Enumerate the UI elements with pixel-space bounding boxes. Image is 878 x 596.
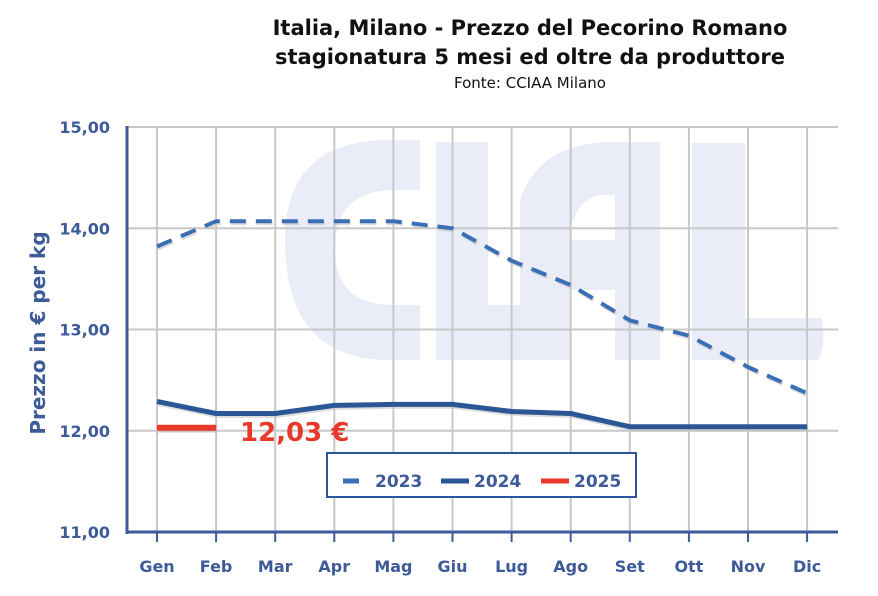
y-tick-label: 11,00 (59, 523, 110, 542)
watermark-letter-c (285, 140, 420, 360)
y-tick-label: 14,00 (59, 219, 110, 238)
legend-label-2025: 2025 (574, 472, 621, 492)
x-tick-label: Apr (318, 557, 350, 576)
chart-subtitle: Fonte: CCIAA Milano (454, 74, 606, 92)
x-tick-label: Ago (553, 557, 588, 576)
x-tick-label: Dic (793, 557, 821, 576)
legend-label-2023: 2023 (375, 472, 422, 492)
chart-title-block: Italia, Milano - Prezzo del Pecorino Rom… (220, 14, 840, 93)
chart-title-line2: stagionatura 5 mesi ed oltre da produtto… (275, 45, 785, 69)
y-tick-label: 15,00 (59, 118, 110, 137)
legend-label-2024: 2024 (474, 472, 521, 492)
legend: 2023 2024 2025 (326, 452, 637, 498)
series-line-2023 (156, 219, 808, 396)
y-tick-labels: 11,00 12,00 13,00 14,00 15,00 (59, 118, 110, 542)
x-tick-labels: Gen Feb Mar Apr Mag Giu Lug Ago Set Ott Nov Dic (139, 557, 821, 576)
y-tick-label: 13,00 (59, 321, 110, 340)
x-tick-label: Gen (139, 557, 174, 576)
y-axis-title: Prezzo in € per kg (26, 231, 50, 434)
watermark-letter-a (520, 141, 660, 360)
chart-title: Italia, Milano - Prezzo del Pecorino Rom… (272, 16, 788, 40)
watermark-letter-l2 (692, 143, 824, 360)
x-tick-label: Nov (731, 557, 766, 576)
annotation-2025-value: 12,03 € (240, 418, 349, 448)
axes (125, 126, 838, 542)
x-tick-label: Lug (495, 557, 528, 576)
x-tick-label: Set (615, 557, 645, 576)
series-lines (156, 219, 809, 433)
x-tick-label: Mar (258, 557, 293, 576)
watermark-letter-l (436, 142, 520, 360)
series-line-2024 (156, 398, 808, 430)
x-tick-label: Ott (674, 557, 703, 576)
clal-watermark-logo (285, 140, 824, 360)
y-tick-label: 12,00 (59, 422, 110, 441)
legend-box (326, 452, 637, 498)
x-tick-label: Feb (200, 557, 233, 576)
x-tick-label: Giu (437, 557, 467, 576)
x-tick-label: Mag (374, 557, 412, 576)
